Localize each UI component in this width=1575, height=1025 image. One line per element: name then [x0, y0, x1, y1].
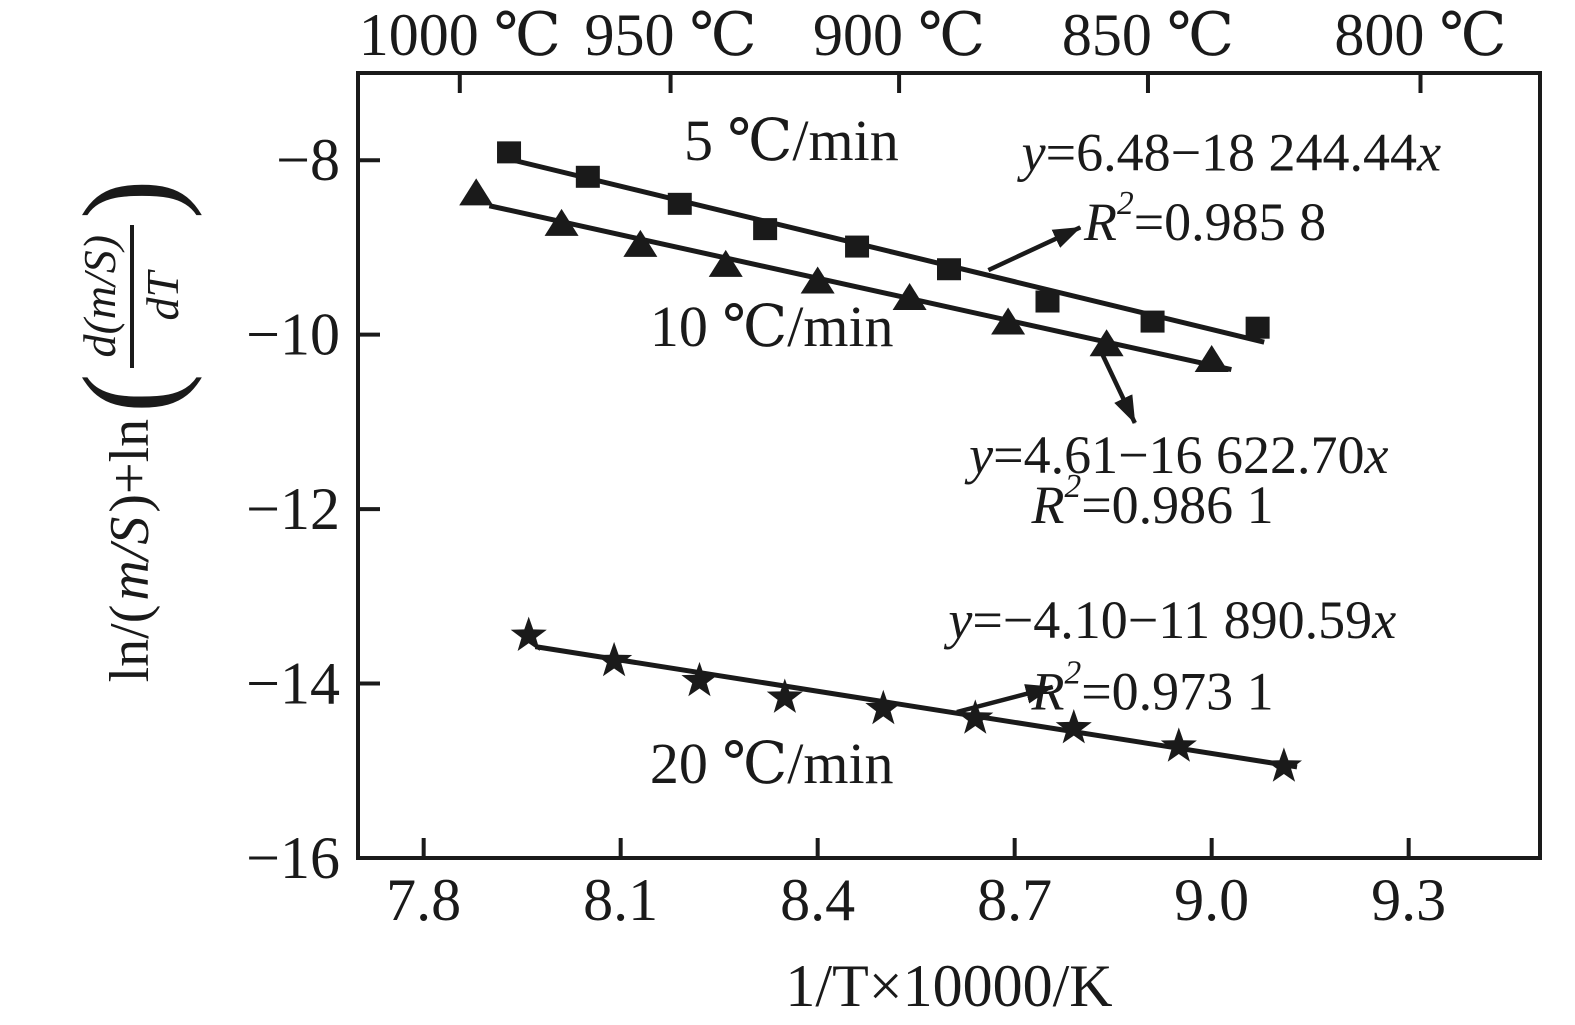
data-marker-10c [459, 178, 494, 206]
series-label-5c: 5 ℃/min [684, 108, 899, 173]
data-marker-5c [667, 192, 692, 215]
top-axis-tick-label: 900 ℃ [813, 2, 985, 68]
data-marker-10c [892, 283, 927, 311]
data-marker-5c [753, 218, 778, 241]
equation-20c: y=−4.10−11 890.59x [943, 590, 1396, 650]
data-marker-5c [845, 235, 870, 258]
data-marker-5c [1140, 310, 1165, 333]
data-marker-10c [623, 229, 658, 257]
y-title-big-paren-close: ) [56, 179, 203, 219]
y-axis-title: ln/(m/S)+ln ( d(m/S) dT ) [56, 150, 203, 710]
data-marker-5c [575, 165, 600, 188]
x-axis-tick-label: 8.1 [583, 867, 658, 933]
y-axis-tick-label: −10 [246, 302, 340, 368]
x-axis-tick-label: 8.7 [977, 867, 1052, 933]
arrow-to-r2-20c [956, 684, 1054, 715]
y-title-prefix-var: m/S [99, 516, 161, 601]
x-axis-tick-label: 9.0 [1174, 867, 1249, 933]
data-marker-10c [1089, 329, 1124, 357]
y-title-fraction-denominator: dT [136, 271, 188, 321]
x-axis-title: 1/T×10000/K [785, 953, 1112, 1019]
data-marker-20c [865, 689, 902, 725]
top-axis-tick-label: 1000 ℃ [359, 2, 561, 68]
x-axis-tick-label: 9.3 [1371, 867, 1446, 933]
data-marker-10c [991, 307, 1026, 335]
data-marker-5c [1245, 316, 1270, 339]
arrow-to-equation-10c [1100, 354, 1137, 424]
y-title-big-paren-open: ( [56, 373, 203, 413]
y-title-fraction: d(m/S) dT [71, 224, 188, 368]
data-marker-20c [596, 641, 633, 677]
data-marker-20c [1265, 747, 1302, 782]
data-marker-5c [497, 141, 522, 164]
r-squared-5c: R2=0.985 8 [1083, 185, 1326, 252]
data-marker-10c [1194, 344, 1229, 372]
equation-10c: y=4.61−16 622.70x [964, 425, 1388, 485]
top-axis-tick-label: 850 ℃ [1062, 2, 1234, 68]
x-axis-tick-label: 8.4 [780, 867, 855, 933]
y-title-fraction-numerator: d(m/S) [71, 224, 134, 368]
y-axis-tick-label: −8 [276, 127, 340, 193]
data-marker-5c [937, 258, 961, 281]
y-axis-tick-label: −14 [246, 651, 340, 717]
data-marker-20c [510, 616, 547, 651]
data-marker-20c [957, 699, 994, 734]
data-marker-10c [708, 249, 743, 277]
fit-line-5c [515, 158, 1265, 345]
data-marker-10c [800, 266, 835, 294]
x-axis-tick-label: 7.8 [386, 867, 461, 933]
data-marker-10c [544, 208, 579, 236]
equation-5c: y=6.48−18 244.44x [1017, 122, 1441, 182]
r-squared-20c: R2=0.973 1 [1030, 654, 1273, 721]
series-label-10c: 10 ℃/min [650, 293, 894, 358]
plot-frame [356, 71, 1542, 860]
data-marker-20c [1055, 709, 1092, 744]
y-title-prefix-close: )+ln [99, 418, 161, 513]
data-marker-5c [1035, 290, 1060, 313]
top-axis-tick-label: 800 ℃ [1334, 2, 1506, 68]
series-label-20c: 20 ℃/min [650, 730, 894, 795]
y-title-prefix-open: ln/( [99, 604, 161, 683]
data-marker-20c [1160, 727, 1197, 762]
arrow-to-r2-5c [987, 225, 1082, 273]
y-axis-tick-label: −16 [246, 825, 340, 891]
top-axis-tick-label: 950 ℃ [585, 2, 757, 68]
data-marker-20c [681, 661, 718, 697]
data-marker-20c [766, 678, 803, 713]
y-axis-tick-label: −12 [246, 476, 340, 542]
r-squared-10c: R2=0.986 1 [1030, 468, 1273, 535]
